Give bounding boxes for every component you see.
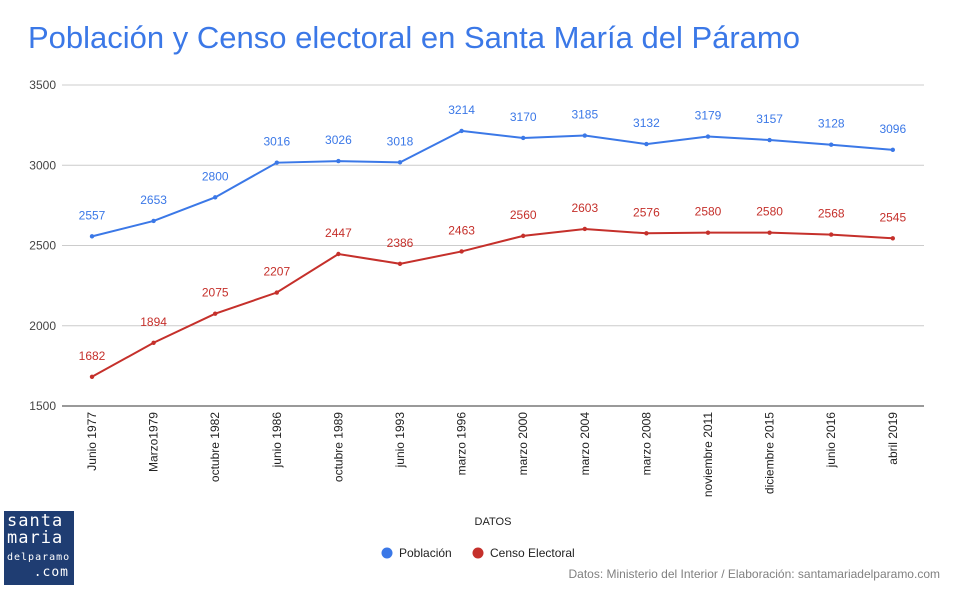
data-label: 2386 bbox=[387, 236, 414, 250]
data-point bbox=[767, 137, 772, 143]
data-point bbox=[213, 195, 218, 200]
data-label: 1682 bbox=[79, 349, 106, 363]
data-point bbox=[151, 340, 156, 345]
data-label: 3132 bbox=[633, 116, 660, 130]
data-label: 3157 bbox=[756, 112, 783, 126]
data-label: 3026 bbox=[325, 133, 352, 147]
x-tick-label: marzo 1996 bbox=[455, 412, 469, 476]
x-tick-label: abril 2019 bbox=[886, 412, 900, 465]
data-label: 2568 bbox=[818, 207, 845, 221]
data-label: 2207 bbox=[263, 265, 290, 279]
y-tick-label: 3000 bbox=[29, 158, 56, 172]
data-label: 3185 bbox=[571, 108, 598, 122]
data-point bbox=[644, 231, 649, 236]
data-point bbox=[459, 128, 464, 134]
data-point bbox=[459, 249, 464, 254]
x-tick-label: Junio 1977 bbox=[85, 412, 99, 471]
logo-text-line1: santa bbox=[7, 511, 64, 531]
data-point bbox=[644, 141, 649, 147]
logo-text-line2: maria bbox=[7, 528, 64, 548]
data-label: 2447 bbox=[325, 226, 352, 240]
y-tick-label: 3500 bbox=[29, 78, 56, 92]
x-tick-label: marzo 2000 bbox=[516, 412, 530, 476]
x-axis-label: DATOS bbox=[475, 516, 512, 528]
data-point bbox=[89, 234, 95, 239]
x-tick-label: octubre 1989 bbox=[331, 412, 345, 482]
data-label: 2560 bbox=[510, 208, 537, 222]
data-label: 2580 bbox=[695, 205, 722, 219]
data-point bbox=[336, 251, 341, 257]
site-logo[interactable]: santa maria delparamo .com bbox=[4, 511, 74, 585]
data-point bbox=[890, 147, 895, 153]
legend-marker bbox=[472, 547, 484, 559]
series-line bbox=[91, 227, 893, 378]
data-label: 2603 bbox=[571, 201, 598, 215]
logo-text-line4: .com bbox=[33, 565, 69, 580]
data-point bbox=[705, 134, 711, 139]
data-label: 2800 bbox=[202, 169, 229, 183]
legend-label: Censo Electoral bbox=[490, 546, 575, 560]
data-point bbox=[274, 290, 279, 295]
data-label: 2557 bbox=[79, 208, 106, 222]
data-point bbox=[705, 230, 711, 235]
series-line bbox=[91, 129, 893, 238]
y-tick-label: 2500 bbox=[29, 239, 56, 253]
data-point bbox=[397, 261, 403, 266]
source-note: Datos: Ministerio del Interior / Elabora… bbox=[568, 567, 940, 581]
x-tick-label: Marzo1979 bbox=[147, 412, 161, 472]
data-point bbox=[829, 142, 834, 147]
legend-label: Población bbox=[399, 546, 452, 560]
data-point bbox=[89, 374, 95, 379]
data-point bbox=[582, 133, 587, 138]
data-label: 3179 bbox=[695, 109, 722, 123]
data-label: 2576 bbox=[633, 205, 660, 219]
data-label: 2653 bbox=[140, 193, 167, 207]
data-label: 3018 bbox=[387, 134, 414, 148]
data-label: 3214 bbox=[448, 103, 475, 117]
x-tick-label: junio 1986 bbox=[270, 412, 284, 469]
x-tick-label: diciembre 2015 bbox=[763, 412, 777, 494]
data-label: 2075 bbox=[202, 286, 229, 300]
x-tick-label: junio 1993 bbox=[393, 412, 407, 469]
data-point bbox=[336, 158, 341, 164]
data-point bbox=[582, 226, 587, 232]
data-point bbox=[151, 218, 156, 224]
y-tick-label: 1500 bbox=[29, 399, 56, 413]
data-point bbox=[213, 311, 218, 316]
data-label: 2463 bbox=[448, 223, 475, 237]
chart-title: Población y Censo electoral en Santa Mar… bbox=[28, 20, 800, 55]
data-label: 3016 bbox=[263, 135, 290, 149]
data-label: 2580 bbox=[756, 205, 783, 219]
x-tick-label: marzo 2004 bbox=[578, 412, 592, 476]
legend-marker bbox=[381, 547, 393, 559]
x-tick-label: junio 2016 bbox=[824, 412, 838, 469]
logo-text-line3: delparamo bbox=[7, 552, 71, 563]
x-tick-label: octubre 1982 bbox=[208, 412, 222, 482]
data-point bbox=[521, 135, 526, 141]
y-tick-label: 2000 bbox=[29, 319, 56, 333]
data-point bbox=[274, 160, 279, 165]
data-label: 1894 bbox=[140, 315, 167, 329]
data-point bbox=[397, 160, 403, 165]
data-point bbox=[767, 230, 772, 235]
x-tick-label: marzo 2008 bbox=[639, 412, 653, 476]
x-tick-label: noviembre 2011 bbox=[701, 412, 715, 497]
data-point bbox=[521, 233, 526, 239]
data-label: 3096 bbox=[879, 122, 906, 136]
data-point bbox=[890, 236, 895, 241]
data-label: 3170 bbox=[510, 110, 537, 124]
data-label: 2545 bbox=[879, 210, 906, 224]
data-point bbox=[829, 232, 834, 237]
data-label: 3128 bbox=[818, 117, 845, 131]
